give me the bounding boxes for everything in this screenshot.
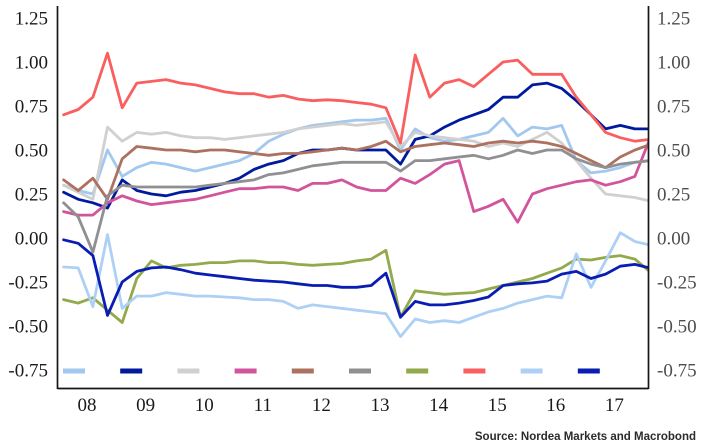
series-olive-green xyxy=(62,248,649,324)
x-tick: 13 xyxy=(371,395,390,416)
legend-dash-light-blue-a xyxy=(63,368,85,374)
y-tick-right: -0.25 xyxy=(657,273,697,294)
series-pink xyxy=(62,138,649,224)
series-red xyxy=(62,51,649,145)
y-axis-left-labels: 1.25 1.00 0.75 0.50 0.25 0.00 -0.25 -0.50 -0.75 xyxy=(8,9,48,382)
x-tick: 10 xyxy=(195,395,214,416)
y-tick-left: 0.25 xyxy=(15,185,48,206)
y-tick-right: 0.00 xyxy=(657,229,690,250)
series-lines xyxy=(62,51,649,338)
x-tick: 17 xyxy=(605,395,624,416)
series-brown xyxy=(62,139,649,201)
y-tick-left: 0.50 xyxy=(15,141,48,162)
y-tick-left: 0.75 xyxy=(15,97,48,118)
x-tick: 15 xyxy=(488,395,507,416)
x-tick: 12 xyxy=(312,395,331,416)
y-tick-right: -0.75 xyxy=(657,361,697,382)
y-tick-left: -0.50 xyxy=(8,317,48,338)
legend-dash-olive-green xyxy=(406,368,429,374)
legend-dash-dark-blue-a xyxy=(120,368,143,374)
x-axis-labels: 08 09 10 11 12 13 14 15 16 17 xyxy=(78,395,624,416)
legend-dash-dark-blue-b xyxy=(577,368,600,374)
legend-dash-light-blue-b xyxy=(520,368,543,374)
series-gray xyxy=(62,148,649,254)
series-dark-blue-b xyxy=(62,238,649,319)
x-tick: 16 xyxy=(546,395,565,416)
legend-dash-light-gray xyxy=(177,368,200,374)
y-axis-right-labels: 1.25 1.00 0.75 0.50 0.25 0.00 -0.25 -0.50 -0.75 xyxy=(657,9,697,382)
y-tick-right: -0.50 xyxy=(657,317,697,338)
y-tick-right: 0.75 xyxy=(657,97,690,118)
source-note: Source: Nordea Markets and Macrobond xyxy=(474,431,696,443)
series-light-gray xyxy=(62,120,649,203)
x-tick: 09 xyxy=(136,395,155,416)
series-light-blue-a xyxy=(62,116,649,196)
x-tick: 14 xyxy=(429,395,449,416)
y-tick-right: 1.25 xyxy=(657,9,690,30)
legend-dash-brown xyxy=(291,368,314,374)
y-tick-left: 1.00 xyxy=(15,53,48,74)
legend-dash-pink xyxy=(234,368,257,374)
legend-dash-gray xyxy=(349,368,371,374)
y-tick-right: 0.50 xyxy=(657,141,690,162)
y-tick-right: 0.25 xyxy=(657,185,690,206)
x-tick: 08 xyxy=(78,395,97,416)
axis-spines xyxy=(56,6,650,390)
y-tick-left: -0.25 xyxy=(8,273,48,294)
series-light-blue-b xyxy=(62,231,649,338)
y-tick-left: -0.75 xyxy=(8,361,48,382)
x-tick: 11 xyxy=(254,395,272,416)
y-tick-left: 1.25 xyxy=(15,9,48,30)
legend-dash-red xyxy=(463,368,486,374)
y-tick-left: 0.00 xyxy=(15,229,48,250)
legend xyxy=(63,368,600,374)
y-tick-right: 1.00 xyxy=(657,53,690,74)
